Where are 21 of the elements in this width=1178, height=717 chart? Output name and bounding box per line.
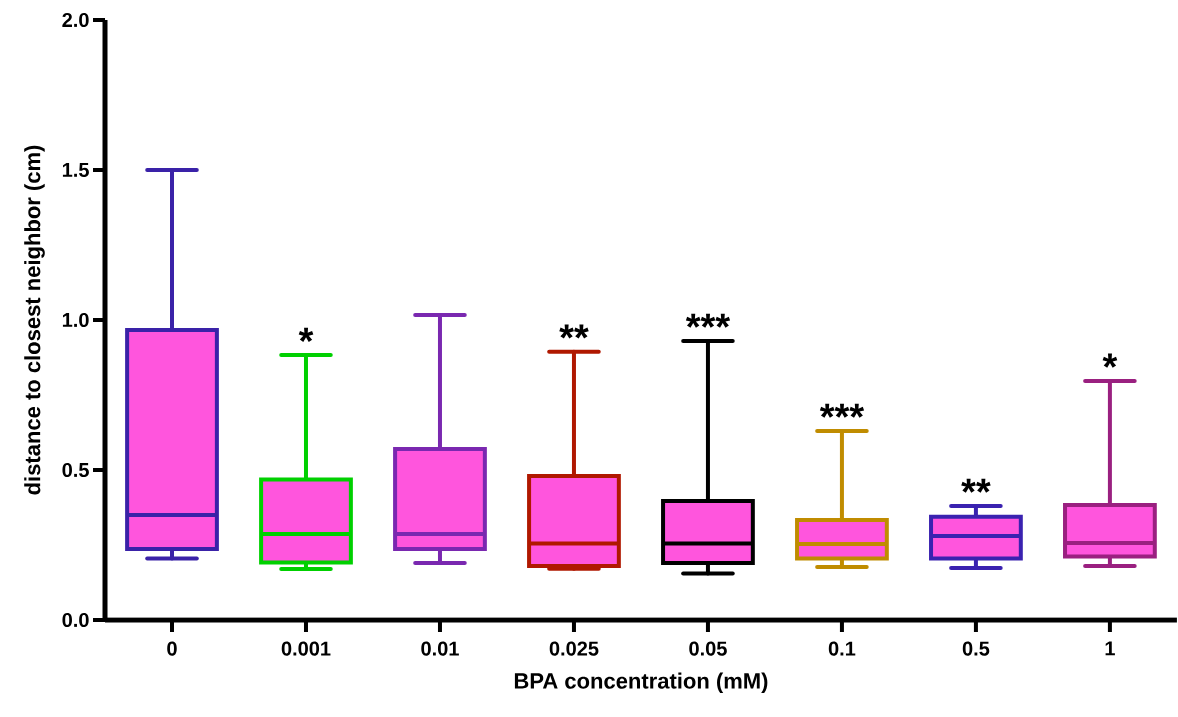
annotation: ** [961,478,991,493]
y-tick-label: 2.0 [62,12,89,28]
annotation: ** [559,324,589,339]
x-tick-label: 0.05 [689,641,727,656]
x-tick-label: 0.1 [828,641,856,656]
y-tick-label: 0.0 [62,612,89,628]
x-tick-label: 1 [1105,641,1115,656]
x-tick-label: 0.5 [962,641,990,656]
y-tick-label: 1.0 [62,312,89,328]
annotation: *** [685,313,731,328]
y-tick-label: 0.5 [62,462,89,478]
x-axis-title: BPA concentration (mM) [514,672,768,694]
y-tick-label: 1.5 [62,163,89,177]
x-tick-label: 0.01 [421,641,459,656]
x-tick-label: 0.001 [281,641,331,656]
annotation: * [1102,353,1118,368]
x-tick-label: 0 [167,641,177,656]
y-axis-title: distance to closest neighbor (cm) [24,145,45,495]
annotation: *** [819,403,865,418]
x-tick-label: 0.025 [549,641,599,656]
annotation: * [298,327,314,342]
